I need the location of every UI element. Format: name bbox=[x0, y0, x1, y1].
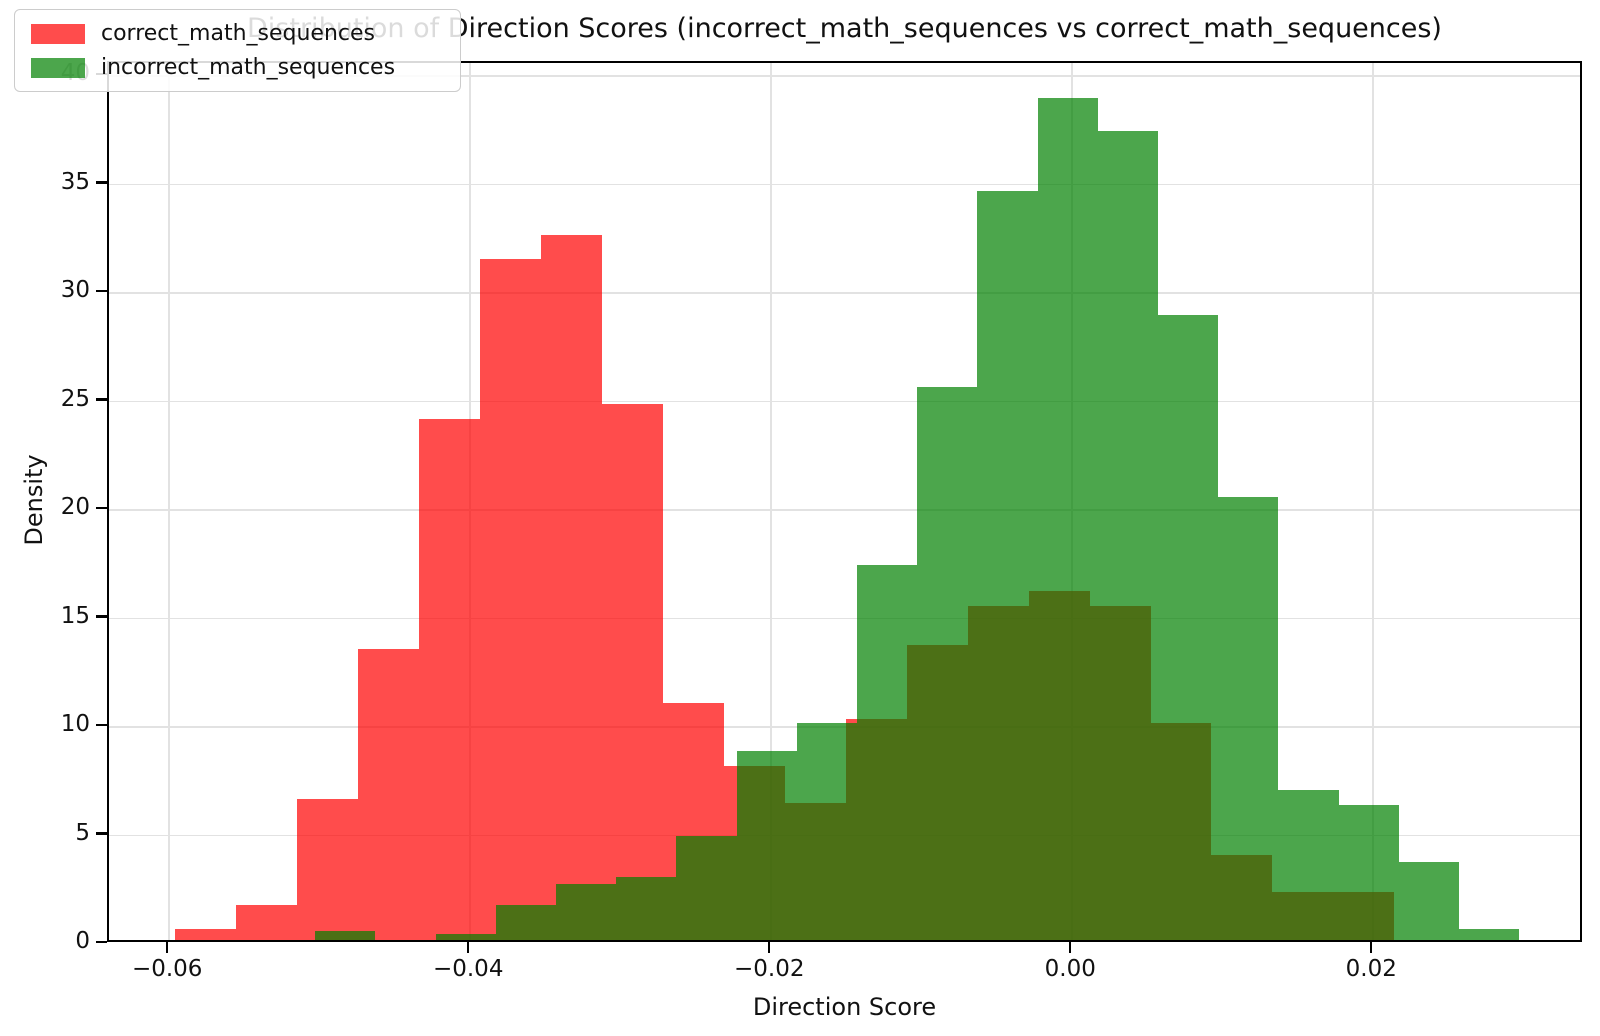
legend: correct_math_sequences incorrect_math_se… bbox=[14, 9, 461, 92]
gridline-vertical bbox=[1372, 63, 1375, 940]
x-tick-label: −0.06 bbox=[131, 956, 203, 982]
y-tick-label: 20 bbox=[60, 494, 90, 520]
legend-swatch-red bbox=[31, 23, 85, 44]
bar-correct-math-sequences bbox=[175, 929, 237, 940]
y-tick-label: 10 bbox=[60, 711, 90, 737]
y-tick-mark bbox=[96, 723, 107, 727]
bar-correct-math-sequences bbox=[480, 258, 541, 940]
legend-label-incorrect: incorrect_math_sequences bbox=[101, 55, 396, 80]
bar-incorrect-math-sequences bbox=[977, 191, 1038, 940]
plot-area bbox=[107, 61, 1582, 942]
y-tick-mark bbox=[96, 940, 107, 944]
x-tick-label: −0.04 bbox=[432, 956, 504, 982]
legend-item-correct: correct_math_sequences bbox=[31, 21, 444, 46]
bar-incorrect-math-sequences bbox=[676, 835, 737, 940]
bar-incorrect-math-sequences bbox=[1158, 315, 1219, 940]
bar-incorrect-math-sequences bbox=[1037, 98, 1098, 940]
legend-swatch-green bbox=[31, 57, 85, 78]
bar-incorrect-math-sequences bbox=[796, 723, 858, 940]
x-tick-label: −0.02 bbox=[733, 956, 805, 982]
gridline-horizontal bbox=[109, 617, 1580, 620]
y-tick-label: 5 bbox=[75, 819, 90, 846]
y-tick-label: 35 bbox=[60, 168, 90, 195]
bar-correct-math-sequences bbox=[297, 798, 359, 940]
legend-label-correct: correct_math_sequences bbox=[101, 21, 375, 46]
bar-incorrect-math-sequences bbox=[1398, 861, 1460, 940]
bar-incorrect-math-sequences bbox=[435, 933, 496, 940]
bar-incorrect-math-sequences bbox=[1097, 130, 1159, 940]
bar-incorrect-math-sequences bbox=[556, 883, 617, 940]
x-axis-label: Direction Score bbox=[752, 993, 937, 1021]
x-tick-mark bbox=[166, 942, 169, 953]
y-tick-mark bbox=[96, 398, 107, 401]
bar-correct-math-sequences bbox=[601, 404, 663, 940]
bar-incorrect-math-sequences bbox=[857, 564, 918, 940]
x-tick-mark bbox=[467, 942, 470, 953]
bar-incorrect-math-sequences bbox=[495, 905, 556, 940]
gridline-vertical bbox=[770, 63, 773, 940]
bar-correct-math-sequences bbox=[236, 905, 298, 940]
bar-incorrect-math-sequences bbox=[1218, 497, 1279, 940]
y-tick-mark bbox=[96, 832, 107, 835]
y-axis-label: Density bbox=[20, 454, 48, 546]
bar-incorrect-math-sequences bbox=[917, 386, 978, 940]
y-tick-mark bbox=[96, 181, 107, 184]
y-tick-mark bbox=[96, 289, 107, 293]
gridline-horizontal bbox=[109, 75, 1580, 77]
gridline-horizontal bbox=[109, 400, 1580, 403]
bar-incorrect-math-sequences bbox=[1278, 790, 1339, 940]
gridline-horizontal bbox=[109, 183, 1580, 186]
bar-incorrect-math-sequences bbox=[736, 751, 797, 940]
y-tick-label: 30 bbox=[60, 277, 90, 303]
gridline-horizontal bbox=[109, 509, 1580, 511]
bar-correct-math-sequences bbox=[358, 649, 420, 940]
x-tick-mark bbox=[768, 942, 771, 953]
bar-incorrect-math-sequences bbox=[616, 877, 677, 940]
y-tick-label: 25 bbox=[60, 385, 90, 412]
x-tick-label: 0.02 bbox=[1345, 956, 1397, 982]
bar-incorrect-math-sequences bbox=[1338, 805, 1399, 940]
bar-incorrect-math-sequences bbox=[1459, 929, 1520, 940]
x-tick-mark bbox=[1370, 942, 1373, 953]
y-tick-mark bbox=[96, 615, 107, 618]
gridline-vertical bbox=[168, 63, 170, 940]
y-tick-label: 15 bbox=[60, 602, 90, 629]
x-tick-mark bbox=[1069, 942, 1072, 953]
gridline-horizontal bbox=[109, 292, 1580, 294]
bar-correct-math-sequences bbox=[540, 234, 602, 940]
y-tick-label: 0 bbox=[75, 928, 90, 954]
legend-item-incorrect: incorrect_math_sequences bbox=[31, 55, 444, 80]
x-tick-label: 0.00 bbox=[1044, 956, 1096, 982]
bar-correct-math-sequences bbox=[419, 419, 480, 940]
bar-incorrect-math-sequences bbox=[315, 931, 376, 940]
y-tick-mark bbox=[96, 506, 107, 510]
